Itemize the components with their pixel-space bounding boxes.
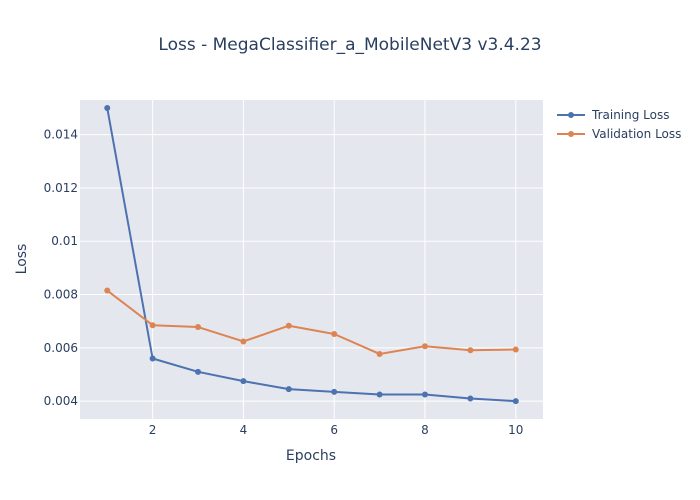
validation-loss-point: [331, 330, 338, 337]
validation-loss-point: [240, 338, 247, 345]
x-tick-labels: 2 4 6 8 10: [149, 423, 524, 437]
x-tick-label: 10: [508, 423, 523, 437]
training-loss-point: [104, 104, 111, 111]
validation-loss-point: [376, 350, 383, 357]
training-loss-line: [106, 107, 516, 403]
y-axis-title: Loss: [14, 244, 30, 275]
series-validation-loss: [104, 287, 519, 357]
legend-item-training-loss[interactable]: Training Loss: [557, 108, 669, 122]
x-tick-label: 4: [240, 423, 248, 437]
training-loss-point: [421, 391, 428, 398]
legend[interactable]: Training Loss Validation Loss: [557, 108, 681, 141]
validation-loss-line: [106, 289, 516, 355]
training-loss-point: [149, 355, 156, 362]
validation-loss-point: [149, 322, 156, 329]
validation-loss-point: [104, 287, 111, 294]
validation-loss-point: [195, 324, 202, 331]
legend-swatch-marker: [568, 112, 574, 118]
y-tick-label: 0.01: [51, 234, 78, 248]
validation-loss-point: [285, 322, 292, 329]
validation-loss-point: [512, 346, 519, 353]
training-loss-point: [512, 398, 519, 405]
training-loss-point: [240, 378, 247, 385]
validation-loss-point: [467, 347, 474, 354]
y-tick-labels: 0.004 0.006 0.008 0.01 0.012 0.014: [44, 128, 78, 408]
series-training-loss: [104, 104, 519, 405]
legend-label: Training Loss: [591, 108, 669, 122]
legend-label: Validation Loss: [592, 127, 681, 141]
series-layer: [104, 104, 519, 405]
y-tick-label: 0.012: [44, 181, 78, 195]
training-loss-point: [285, 386, 292, 393]
training-loss-point: [376, 391, 383, 398]
y-tick-label: 0.008: [44, 288, 78, 302]
chart-title: Loss - MegaClassifier_a_MobileNetV3 v3.4…: [158, 35, 541, 55]
y-tick-label: 0.006: [44, 341, 78, 355]
training-loss-point: [195, 368, 202, 375]
legend-swatch-marker: [568, 131, 574, 137]
legend-item-validation-loss[interactable]: Validation Loss: [557, 127, 681, 141]
y-tick-label: 0.014: [44, 128, 78, 142]
x-axis-title: Epochs: [286, 448, 336, 464]
x-tick-label: 8: [421, 423, 429, 437]
training-loss-point: [331, 388, 338, 395]
x-tick-label: 2: [149, 423, 157, 437]
x-tick-label: 6: [330, 423, 338, 437]
validation-loss-point: [421, 343, 428, 350]
plot-background: [80, 100, 543, 419]
training-loss-point: [467, 395, 474, 402]
grid: [80, 100, 543, 419]
y-tick-label: 0.004: [44, 394, 78, 408]
